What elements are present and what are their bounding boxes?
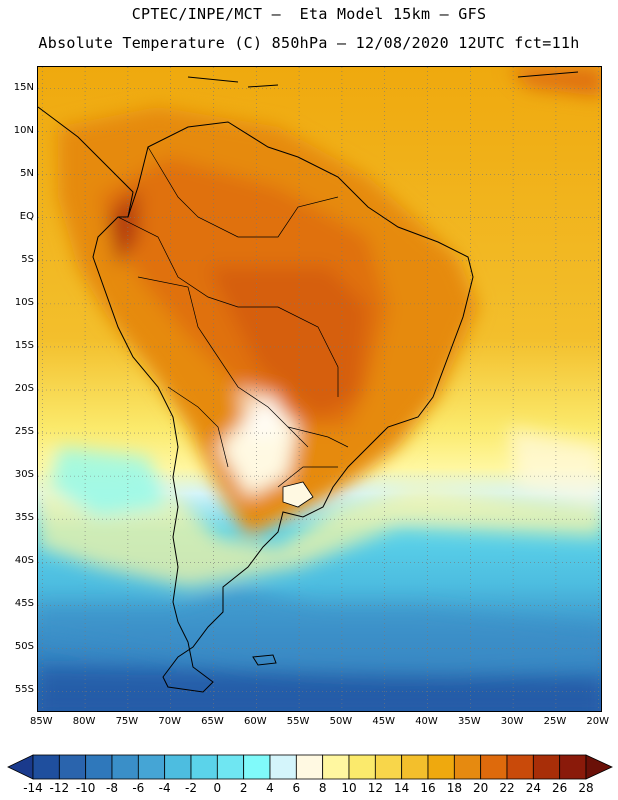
- colorbar-swatch: [295, 754, 324, 780]
- latitude-label: 35S: [14, 512, 34, 524]
- colorbar-swatch: [453, 754, 482, 780]
- colorbar-label: 26: [552, 781, 568, 795]
- longitude-label: 85W: [29, 716, 53, 727]
- colorbar-swatch: [374, 754, 403, 780]
- colorbar-swatch: [111, 754, 139, 780]
- longitude-label: 35W: [457, 716, 481, 727]
- longitude-label: 60W: [243, 716, 267, 727]
- longitude-label: 80W: [72, 716, 96, 727]
- colorbar-high-arrow: [585, 754, 613, 780]
- south-america-coast: [92, 121, 474, 693]
- latitude-label: 40S: [14, 555, 34, 567]
- latitude-label: 10N: [13, 124, 34, 136]
- temperature-field: [38, 67, 601, 711]
- latitude-label: 20S: [14, 383, 34, 394]
- colorbar: [7, 754, 613, 780]
- latitude-label: 10S: [14, 296, 34, 308]
- colorbar-swatch: [243, 754, 271, 780]
- latitude-label: 55S: [14, 684, 34, 696]
- latitude-label: 50S: [14, 641, 34, 653]
- latitude-label: 45S: [14, 598, 34, 610]
- central-america-coast: [38, 106, 134, 218]
- longitude-label: 45W: [372, 716, 396, 727]
- colorbar-swatch: [164, 754, 192, 780]
- colorbar-label: 0: [213, 781, 222, 795]
- colorbar-label: 14: [394, 781, 410, 795]
- warm-field: [38, 67, 601, 711]
- colorbar-swatch: [480, 754, 508, 780]
- colorbar-label: 4: [266, 781, 274, 795]
- rio-de-la-plata: [282, 481, 314, 508]
- latitude-label: 15N: [13, 81, 34, 93]
- caribbean-islands: [187, 71, 579, 88]
- longitude-label: 55W: [286, 716, 310, 727]
- colorbar-swatch: [85, 754, 113, 780]
- colorbar-label: -10: [75, 781, 96, 795]
- colorbar-low-arrow: [7, 754, 34, 780]
- latitude-label: 5S: [21, 253, 34, 265]
- colorbar-label: -6: [132, 781, 145, 795]
- longitude-label: 40W: [415, 716, 438, 727]
- colorbar-label: 28: [578, 781, 594, 795]
- longitude-label: 50W: [329, 716, 353, 727]
- colorbar-swatch: [216, 754, 245, 780]
- colorbar-label: 20: [473, 781, 489, 795]
- map-title: CPTEC/INPE/MCT – Eta Model 15km – GFS: [131, 5, 487, 23]
- colorbar-label: 24: [525, 781, 541, 795]
- colorbar-swatch: [401, 754, 429, 780]
- latitude-label: 15S: [14, 339, 34, 351]
- longitude-label: 25W: [543, 716, 567, 727]
- colorbar-label: -12: [49, 781, 70, 795]
- colorbar-swatch: [32, 754, 60, 780]
- latitude-label: EQ: [19, 210, 34, 222]
- coastlines: [38, 71, 579, 693]
- longitude-label: 30W: [500, 716, 524, 727]
- colorbar-label: 2: [239, 781, 248, 795]
- falkland-islands: [252, 654, 277, 666]
- colorbar-swatch: [58, 754, 87, 780]
- latitude-label: 30S: [14, 469, 34, 481]
- colorbar-label: 6: [292, 781, 301, 795]
- colorbar-swatch: [348, 754, 376, 780]
- longitude-label: 20W: [586, 716, 610, 727]
- colorbar-label: -4: [158, 781, 171, 795]
- map-subtitle: Absolute Temperature (C) 850hPa – 12/08/…: [38, 34, 580, 52]
- colorbar-swatch: [559, 754, 587, 780]
- colorbar-label: 16: [420, 781, 436, 795]
- colorbar-label: -8: [106, 781, 118, 795]
- colorbar-label: -2: [185, 781, 197, 795]
- longitude-label: 75W: [115, 716, 139, 727]
- colorbar-label: -14: [23, 781, 43, 795]
- temperature-map: [37, 66, 602, 712]
- latitude-label: 25S: [14, 426, 34, 438]
- colorbar-label: 8: [318, 781, 327, 795]
- colorbar-swatch: [269, 754, 297, 780]
- colorbar-swatch: [427, 754, 455, 780]
- latitude-label: 5N: [20, 167, 34, 179]
- colorbar-swatch: [532, 754, 561, 780]
- colorbar-swatch: [506, 754, 534, 780]
- colorbar-label: 12: [367, 781, 383, 795]
- colorbar-label: 22: [499, 781, 515, 795]
- colorbar-label: 18: [446, 781, 462, 795]
- longitude-label: 70W: [158, 716, 181, 727]
- longitude-label: 65W: [201, 716, 224, 727]
- colorbar-swatch: [190, 754, 218, 780]
- colorbar-swatch: [137, 754, 166, 780]
- colorbar-label: 10: [341, 781, 357, 795]
- colorbar-swatch: [322, 754, 350, 780]
- country-borders: [117, 146, 349, 488]
